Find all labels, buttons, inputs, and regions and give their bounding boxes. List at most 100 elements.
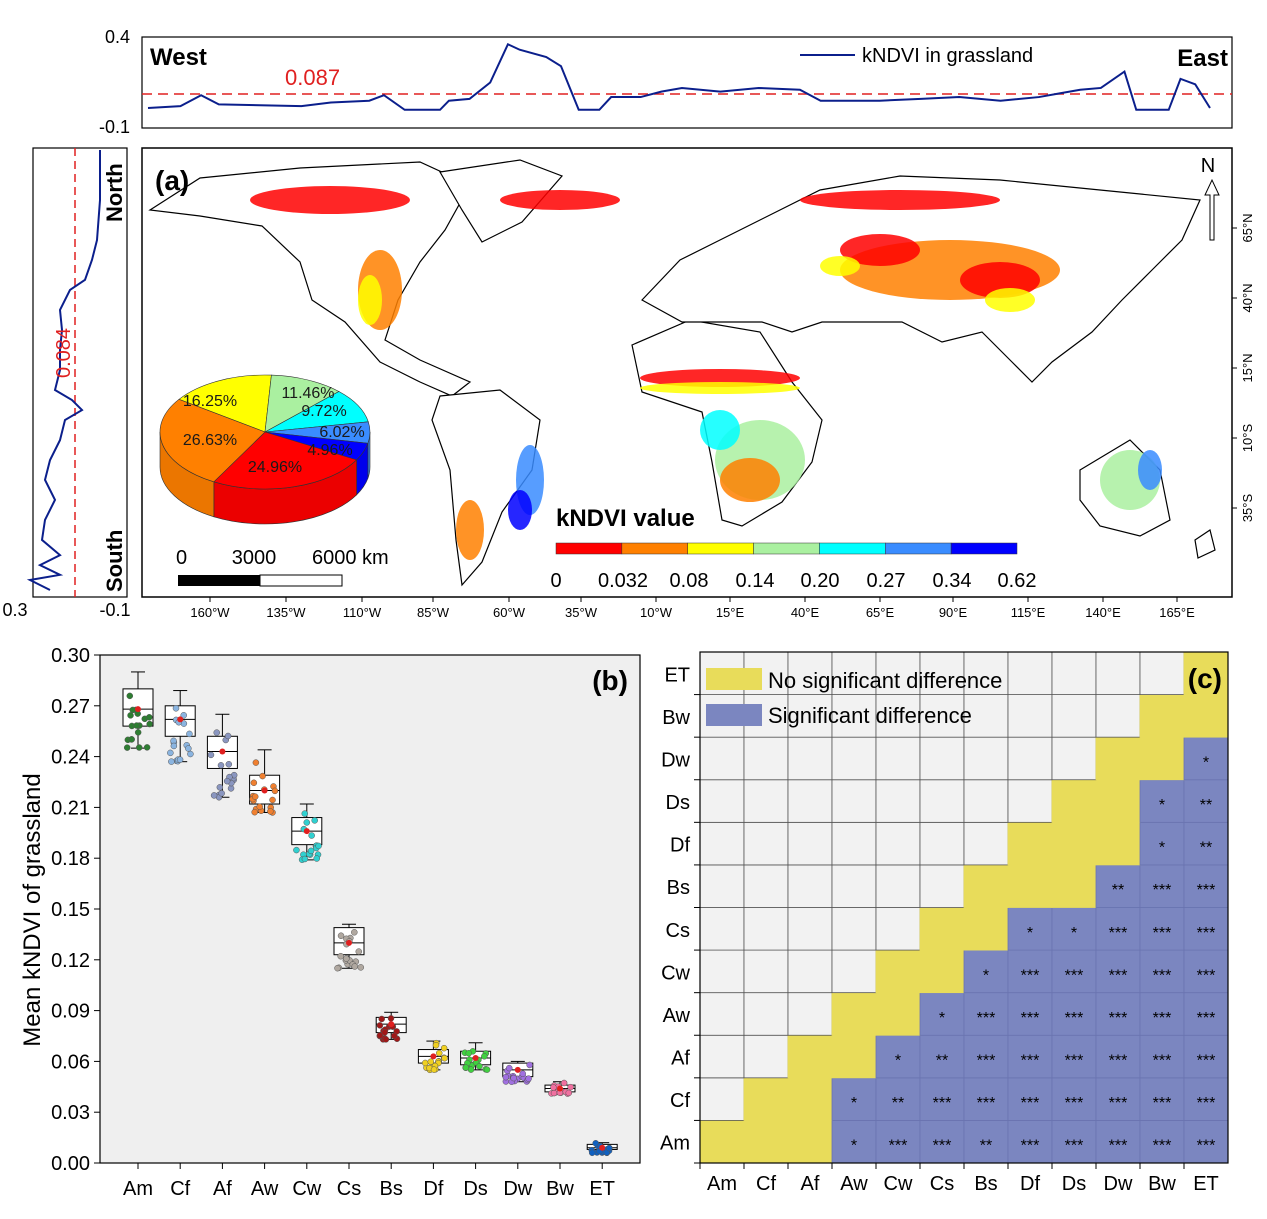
- significance-stars: ***: [1065, 967, 1084, 984]
- matrix-cell: [699, 992, 745, 1036]
- matrix-cell: [743, 949, 789, 994]
- lon-tick-label: 110°W: [343, 605, 382, 620]
- significance-stars: ***: [1021, 1095, 1040, 1112]
- legend-swatch-no-significant: [706, 668, 762, 690]
- significance-stars: ***: [1109, 967, 1128, 984]
- y-axis-label: Mean kNDVI of grassland: [19, 773, 46, 1046]
- significance-stars: ***: [1109, 1053, 1128, 1070]
- panel-label-c: (c): [1188, 663, 1222, 694]
- lat-tick-label: 15°N: [1240, 353, 1255, 382]
- lon-tick-label: 60°W: [493, 605, 526, 620]
- x-tick-label: Aw: [840, 1173, 868, 1195]
- x-tick-label: Cw: [292, 1178, 321, 1200]
- y-tick-label: Bs: [667, 877, 690, 899]
- data-point: [462, 1064, 470, 1071]
- matrix-cell: [699, 1120, 745, 1164]
- y-tick-label: Bw: [662, 707, 690, 729]
- matrix-cell: [743, 779, 789, 823]
- lat-tick-label: 65°N: [1240, 213, 1255, 242]
- lon-tick-label: 165°E: [1159, 605, 1195, 620]
- matrix-cell: [831, 1077, 877, 1121]
- matrix-cell: [1007, 651, 1053, 695]
- matrix-cell: [831, 1120, 877, 1164]
- data-point: [357, 964, 365, 971]
- left-profile-frame: [32, 147, 128, 598]
- matrix-cell: [1051, 736, 1097, 781]
- data-point: [502, 1073, 510, 1081]
- data-point: [224, 732, 232, 740]
- y-tick-label: Cs: [666, 920, 690, 942]
- matrix-cell: [1051, 949, 1097, 994]
- x-tick-label: Am: [123, 1178, 153, 1200]
- matrix-cell: [699, 779, 745, 823]
- significance-stars: ***: [1197, 1138, 1216, 1155]
- matrix-cell: [787, 821, 833, 866]
- significance-stars: **: [1112, 882, 1124, 899]
- data-point: [476, 1062, 483, 1070]
- data-point: [216, 784, 224, 791]
- lon-tick-label: 65°E: [866, 605, 895, 620]
- data-point: [225, 761, 233, 768]
- matrix-cell: [963, 694, 1009, 738]
- matrix-cell: [1007, 694, 1053, 738]
- matrix-cell: [743, 992, 789, 1036]
- y-tick-label: ET: [664, 664, 690, 686]
- matrix-cell: [743, 864, 789, 908]
- grassland-patch: [840, 234, 920, 266]
- grassland-patch: [700, 410, 740, 450]
- data-point: [170, 742, 178, 750]
- matrix-cell: [1095, 949, 1141, 994]
- scale-bar-label: 0: [176, 547, 187, 569]
- grassland-patch: [358, 275, 382, 325]
- matrix-cell: [1007, 821, 1053, 866]
- data-point: [269, 796, 276, 804]
- y-tick-label: 0.18: [51, 848, 90, 870]
- matrix-cell: [963, 821, 1009, 866]
- data-point: [355, 948, 363, 955]
- x-tick-label: Ds: [1062, 1173, 1086, 1195]
- matrix-cell: [1183, 694, 1229, 738]
- matrix-cell: [831, 1034, 877, 1079]
- data-point: [218, 790, 225, 797]
- colorbar-swatch: [753, 542, 820, 555]
- matrix-cell: [1183, 907, 1229, 951]
- data-point: [565, 1089, 573, 1097]
- data-point: [421, 1059, 429, 1067]
- matrix-cell: [831, 992, 877, 1036]
- mean-value-label: 0.087: [285, 65, 340, 90]
- data-point: [180, 712, 187, 719]
- y-tick-label: Df: [670, 835, 690, 857]
- data-point: [465, 1050, 473, 1057]
- grassland-patch: [456, 500, 484, 560]
- scale-bar-black: [178, 575, 260, 586]
- matrix-cell: [875, 651, 921, 695]
- top-profile-frame: [141, 36, 1233, 129]
- lon-tick-label: 115°E: [1011, 605, 1046, 620]
- significance-stars: ***: [1153, 1010, 1172, 1027]
- x-tick-label: Cs: [930, 1173, 954, 1195]
- lat-tick-label: 35°S: [1240, 494, 1255, 523]
- data-point: [251, 808, 258, 816]
- x-tick-label: Aw: [251, 1178, 279, 1200]
- matrix-cell: [787, 1120, 833, 1164]
- significance-stars: **: [1200, 840, 1212, 857]
- mean-marker: [303, 828, 310, 835]
- lon-tick-label: 140°E: [1085, 605, 1121, 620]
- data-point: [186, 730, 193, 738]
- data-point: [481, 1053, 488, 1060]
- lon-tick-label: 35°W: [565, 605, 598, 620]
- north-label: N: [1201, 155, 1215, 177]
- matrix-cell: [1183, 1077, 1229, 1121]
- significance-stars: ***: [1065, 1095, 1084, 1112]
- matrix-cell: [1051, 1034, 1097, 1079]
- south-label: South: [102, 530, 127, 592]
- matrix-cell: [699, 1034, 745, 1079]
- mean-value-label: 0.084: [53, 328, 75, 378]
- data-point: [376, 1032, 384, 1039]
- data-point: [223, 777, 231, 785]
- grassland-patch: [985, 288, 1035, 312]
- matrix-cell: [919, 779, 965, 823]
- x-tick-label: Dw: [503, 1178, 532, 1200]
- matrix-cell: [875, 736, 921, 781]
- matrix-cell: [1139, 651, 1185, 695]
